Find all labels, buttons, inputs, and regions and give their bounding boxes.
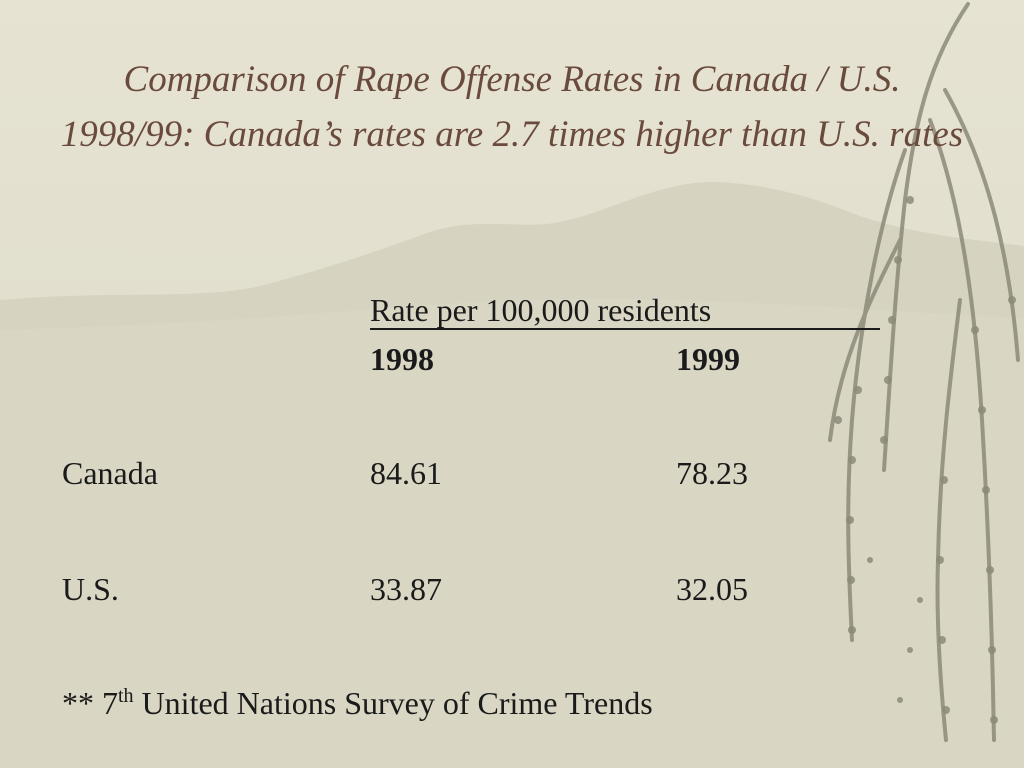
slide-title: Comparison of Rape Offense Rates in Cana… [60,59,964,155]
column-header-1998: 1998 [370,341,434,377]
table-header-rate: Rate per 100,000 residents [370,292,880,330]
footnote-superscript: th [118,685,134,707]
footnote-source: ** 7th United Nations Survey of Crime Tr… [62,683,653,723]
footnote-text: United Nations Survey of Crime Trends [133,685,653,721]
row-label-canada: Canada [62,455,158,491]
column-header-1999: 1999 [676,341,740,377]
us-1999-value: 32.05 [676,571,748,607]
footnote-prefix: ** 7 [62,685,118,721]
row-label-us: U.S. [62,571,119,607]
canada-1999-value: 78.23 [676,455,748,491]
us-1998-value: 33.87 [370,571,442,607]
canada-1998-value: 84.61 [370,455,442,491]
